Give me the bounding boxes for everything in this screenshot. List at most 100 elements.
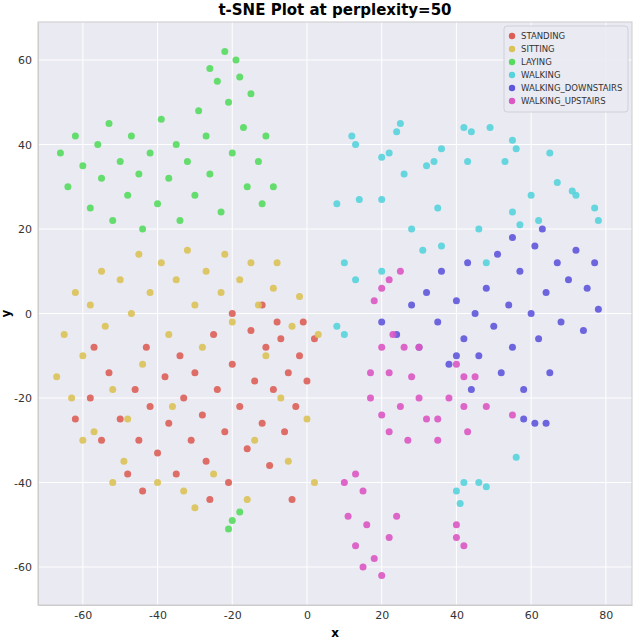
point xyxy=(120,458,127,465)
point xyxy=(143,344,150,351)
point xyxy=(135,171,142,178)
point xyxy=(378,572,385,579)
series xyxy=(53,247,322,512)
legend-label: SITTING xyxy=(521,44,555,54)
point xyxy=(117,158,124,165)
tick-label: -20 xyxy=(14,392,32,405)
point xyxy=(289,496,296,503)
point xyxy=(154,479,161,486)
point xyxy=(139,487,146,494)
point xyxy=(229,149,236,156)
point xyxy=(472,373,479,380)
point xyxy=(572,247,579,254)
tick-label: 20 xyxy=(18,223,32,236)
point xyxy=(393,513,400,520)
point xyxy=(285,458,292,465)
y-axis: -60-40-200204060 xyxy=(14,23,38,606)
point xyxy=(393,128,400,135)
point xyxy=(445,394,452,401)
point xyxy=(543,289,550,296)
point xyxy=(139,226,146,233)
point xyxy=(438,145,445,152)
point xyxy=(165,420,172,427)
point xyxy=(397,403,404,410)
tick: 20 xyxy=(18,223,38,236)
point xyxy=(277,335,284,342)
point xyxy=(371,555,378,562)
tick: 80 xyxy=(599,605,613,622)
point xyxy=(483,285,490,292)
tick-label: 20 xyxy=(375,609,389,622)
tick: 40 xyxy=(450,605,464,622)
point xyxy=(124,416,131,423)
point xyxy=(483,403,490,410)
point xyxy=(199,344,206,351)
point xyxy=(94,141,101,148)
point xyxy=(64,183,71,190)
point xyxy=(558,318,565,325)
point xyxy=(225,525,232,532)
point xyxy=(255,302,262,309)
point xyxy=(378,268,385,275)
tick: 20 xyxy=(375,605,389,622)
point xyxy=(475,479,482,486)
legend-entry: WALKING_UPSTAIRS xyxy=(509,96,606,106)
point xyxy=(98,437,105,444)
point xyxy=(229,310,236,317)
point xyxy=(483,483,490,490)
point xyxy=(408,226,415,233)
point xyxy=(124,471,131,478)
point xyxy=(240,124,247,131)
point xyxy=(259,200,266,207)
point xyxy=(315,331,322,338)
point xyxy=(535,217,542,224)
plot-background xyxy=(38,22,632,605)
point xyxy=(341,331,348,338)
point xyxy=(53,373,60,380)
point xyxy=(236,276,243,283)
tick-label: 0 xyxy=(304,609,311,622)
point xyxy=(423,289,430,296)
point xyxy=(531,242,538,249)
point xyxy=(595,217,602,224)
point xyxy=(98,268,105,275)
point xyxy=(236,73,243,80)
point xyxy=(105,369,112,376)
point xyxy=(460,373,467,380)
point xyxy=(475,226,482,233)
point xyxy=(453,487,460,494)
point xyxy=(173,141,180,148)
point xyxy=(457,500,464,507)
grid-line-y xyxy=(38,566,632,567)
y-axis-label: y xyxy=(0,309,13,317)
point xyxy=(565,276,572,283)
point xyxy=(221,48,228,55)
point xyxy=(259,420,266,427)
point xyxy=(416,344,423,351)
point xyxy=(87,302,94,309)
point xyxy=(352,542,359,549)
point xyxy=(158,259,165,266)
point xyxy=(360,563,367,570)
point xyxy=(460,479,467,486)
point xyxy=(386,534,393,541)
tick: -20 xyxy=(224,605,242,622)
tick-label: 40 xyxy=(450,609,464,622)
legend-label: STANDING xyxy=(521,31,565,41)
point xyxy=(509,137,516,144)
point xyxy=(128,133,135,140)
point xyxy=(509,234,516,241)
point xyxy=(225,99,232,106)
point xyxy=(139,361,146,368)
point xyxy=(165,175,172,182)
point xyxy=(147,149,154,156)
point xyxy=(61,331,68,338)
point xyxy=(262,352,269,359)
point xyxy=(535,335,542,342)
points xyxy=(53,48,602,579)
point xyxy=(509,411,516,418)
point xyxy=(572,192,579,199)
point xyxy=(274,259,281,266)
point xyxy=(203,268,210,275)
tick-label: 60 xyxy=(18,54,32,67)
